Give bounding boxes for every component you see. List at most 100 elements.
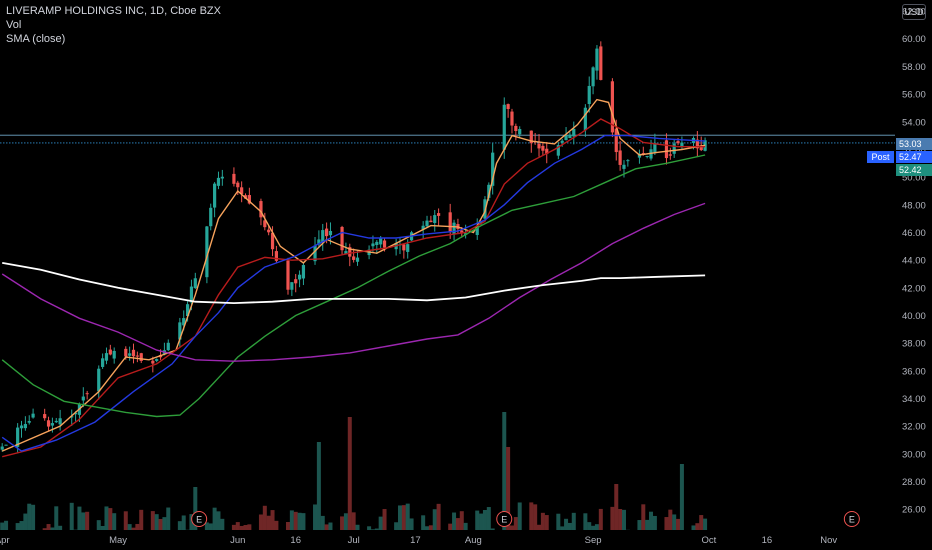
y-tick-label: 62.00	[902, 7, 926, 18]
volume-bar	[382, 509, 387, 530]
volume-bar	[649, 511, 654, 530]
candle	[653, 142, 657, 153]
volume-bar	[320, 515, 325, 530]
volume-bar	[0, 522, 5, 530]
candle	[236, 182, 240, 188]
candle	[583, 107, 587, 131]
candle	[259, 201, 263, 218]
candle	[54, 420, 58, 423]
volume-bar	[401, 505, 406, 530]
volume-bar	[313, 504, 318, 530]
volume-bar	[618, 509, 623, 530]
volume-bar	[58, 525, 63, 530]
volume-bar	[324, 524, 329, 530]
candle	[491, 152, 495, 186]
volume-bar	[235, 522, 240, 530]
x-tick-label: Nov	[820, 535, 837, 546]
volume-bar	[703, 518, 708, 530]
earnings-marker	[843, 511, 860, 527]
volume-bar	[166, 507, 171, 530]
volume-bar	[42, 528, 47, 530]
volume-bar	[587, 522, 592, 530]
candle	[286, 260, 290, 290]
candle	[27, 421, 31, 423]
volume-bar	[691, 525, 696, 530]
candle	[73, 412, 78, 415]
volume-bar	[258, 514, 263, 530]
volume-bar	[695, 523, 700, 530]
volume-bar	[645, 519, 650, 530]
volume-bar	[239, 525, 244, 530]
candle	[487, 184, 491, 198]
candle	[155, 359, 159, 361]
candle	[375, 241, 379, 245]
y-tick-label: 50.00	[902, 173, 926, 184]
x-tick-label: Aug	[465, 535, 482, 546]
volume-bar	[208, 523, 213, 530]
volume-bar	[131, 527, 136, 530]
volume-indicator-label[interactable]: Vol	[6, 19, 22, 31]
currency-badge[interactable]: USD	[902, 4, 926, 20]
volume-bar	[583, 513, 588, 530]
candle	[205, 226, 209, 278]
candle	[247, 195, 251, 204]
candle	[371, 243, 375, 247]
candle	[382, 240, 387, 248]
volume-bar	[112, 513, 117, 530]
y-tick-label: 42.00	[902, 283, 926, 294]
sma-indicator-label[interactable]: SMA (close)	[6, 33, 66, 45]
symbol-title[interactable]: LIVERAMP HOLDINGS INC, 1D, Cboe BZX	[6, 5, 221, 17]
volume-bar	[421, 515, 426, 530]
volume-bar	[459, 511, 464, 530]
volume-bar	[537, 524, 542, 530]
candle	[321, 230, 325, 243]
candle	[31, 413, 35, 418]
sma-line-4	[1, 202, 706, 362]
candle	[672, 143, 676, 154]
candle	[297, 274, 302, 280]
earnings-marker	[191, 511, 208, 527]
candle	[502, 104, 506, 150]
volume-bar	[428, 525, 433, 530]
candle	[139, 353, 143, 361]
volume-bar	[316, 442, 321, 530]
candle	[344, 251, 348, 254]
candle	[151, 360, 155, 364]
volume-bar	[455, 518, 460, 530]
volume-bar	[135, 523, 140, 530]
candle	[676, 141, 680, 144]
volume-bar	[556, 513, 561, 530]
chart-legend: LIVERAMP HOLDINGS INC, 1D, Cboe BZX Vol …	[6, 4, 221, 46]
candle	[622, 164, 626, 169]
volume-bar	[567, 522, 572, 530]
x-tick-label: 17	[410, 535, 421, 546]
x-tick-label: Apr	[0, 535, 10, 546]
volume-bar	[285, 522, 290, 530]
volume-bar	[189, 514, 194, 530]
candle	[560, 140, 564, 143]
volume-bar	[293, 511, 298, 530]
volume-bar	[652, 515, 657, 530]
candle	[220, 176, 224, 179]
volume-bar	[4, 520, 9, 530]
candle	[425, 220, 429, 227]
volume-bar	[108, 508, 113, 530]
volume-bar	[54, 506, 59, 530]
price-tag-upper: 53.03	[896, 138, 932, 150]
volume-bar	[193, 487, 198, 530]
earnings-label: E	[501, 515, 507, 525]
candle	[23, 424, 27, 429]
volume-bar	[367, 526, 372, 530]
volume-bar	[123, 511, 128, 530]
candle	[131, 349, 136, 357]
candle	[4, 444, 8, 446]
volume-bar	[637, 520, 642, 530]
candle	[243, 195, 248, 199]
volume-bar	[216, 511, 221, 530]
candle	[97, 368, 101, 392]
candle	[355, 257, 360, 262]
candle	[610, 81, 614, 133]
candle	[352, 256, 356, 260]
y-tick-label: 26.00	[902, 505, 926, 516]
